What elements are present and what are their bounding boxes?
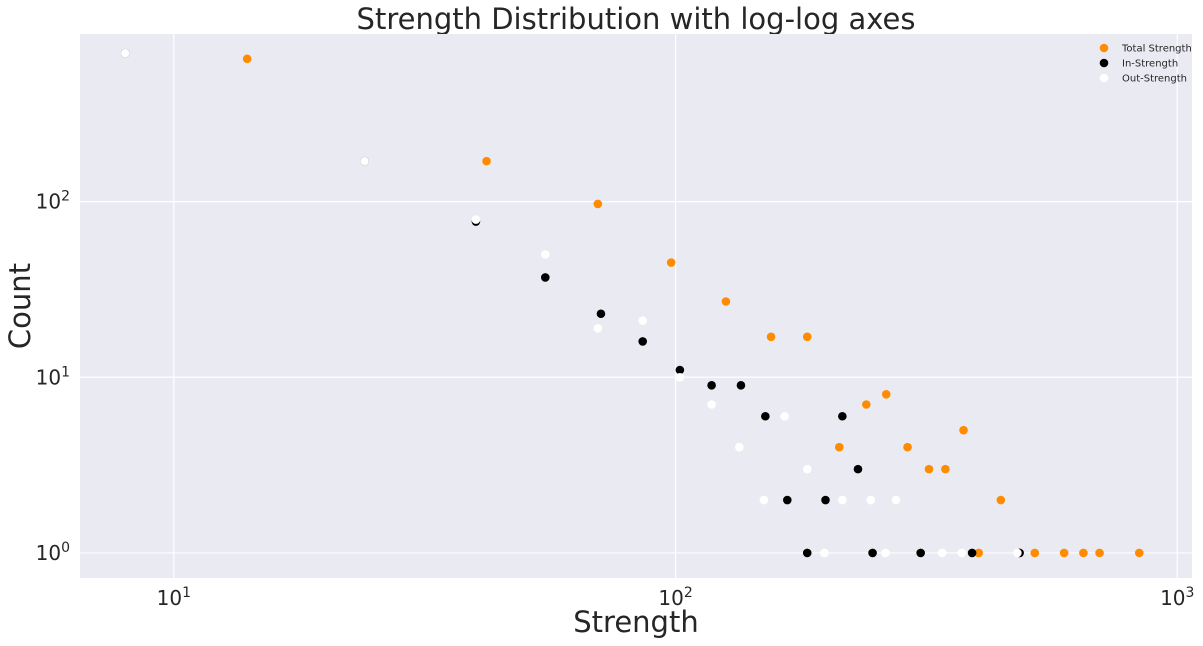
data-point-in-strength [853, 464, 863, 474]
data-point-in-strength [821, 495, 830, 505]
data-point-total-strength [593, 199, 603, 209]
data-point-out-strength [707, 400, 716, 409]
legend-marker-out-strength [1099, 73, 1109, 83]
data-point-out-strength [360, 156, 369, 166]
data-point-out-strength [780, 411, 789, 421]
data-point-total-strength [1134, 548, 1144, 558]
data-point-in-strength [707, 381, 716, 390]
legend-label-out-strength: Out-Strength [1122, 74, 1187, 85]
data-point-in-strength [675, 365, 685, 375]
data-point-out-strength [735, 442, 744, 452]
legend-marker-total-strength [1099, 43, 1109, 53]
data-point-total-strength [924, 464, 934, 474]
data-point-total-strength [1095, 548, 1104, 558]
data-point-in-strength [916, 548, 925, 558]
data-point-total-strength [666, 258, 676, 267]
data-point-in-strength [802, 548, 812, 558]
data-point-in-strength [868, 548, 877, 558]
data-point-out-strength [937, 548, 947, 558]
data-point-out-strength [866, 495, 876, 505]
data-point-total-strength [996, 495, 1006, 505]
data-point-total-strength [1079, 548, 1088, 558]
data-point-out-strength [759, 495, 769, 505]
x-tick-label: 103 [1160, 585, 1194, 610]
legend-label-total-strength: Total Strength [1121, 44, 1192, 55]
data-point-total-strength [974, 548, 983, 558]
data-point-total-strength [941, 464, 950, 474]
y-tick-label: 102 [36, 189, 70, 214]
data-point-total-strength [242, 54, 252, 64]
data-point-in-strength [967, 548, 977, 558]
data-point-in-strength [736, 381, 746, 390]
data-point-total-strength [721, 297, 731, 306]
data-point-out-strength [541, 250, 550, 259]
x-tick-label: 101 [157, 585, 191, 610]
data-point-total-strength [802, 332, 812, 342]
data-point-out-strength [593, 324, 603, 333]
x-tick-label: 102 [658, 585, 692, 610]
data-point-total-strength [1030, 548, 1040, 558]
data-point-out-strength [957, 548, 967, 558]
data-point-in-strength [761, 411, 770, 421]
data-point-total-strength [959, 425, 968, 435]
y-axis-label: Count [3, 262, 37, 350]
data-point-in-strength [638, 337, 647, 346]
data-point-total-strength [834, 442, 844, 452]
data-point-total-strength [903, 442, 912, 452]
data-point-out-strength [471, 215, 481, 224]
data-point-in-strength [541, 273, 550, 282]
data-point-total-strength [482, 156, 491, 166]
data-point-total-strength [1059, 548, 1069, 558]
data-point-in-strength [782, 495, 792, 505]
data-point-out-strength [891, 495, 901, 505]
x-axis-label: Strength [573, 605, 699, 639]
data-point-out-strength [881, 548, 890, 558]
y-tick-label: 101 [36, 364, 70, 389]
data-point-out-strength [1013, 548, 1022, 558]
legend-marker-in-strength [1099, 58, 1109, 68]
legend-label-in-strength: In-Strength [1122, 59, 1178, 70]
y-tick-label: 100 [36, 540, 70, 565]
chart-title: Strength Distribution with log-log axes [356, 2, 916, 36]
data-point-in-strength [596, 309, 606, 319]
data-point-out-strength [638, 316, 647, 325]
data-point-in-strength [838, 411, 847, 421]
data-point-total-strength [766, 332, 776, 342]
data-point-total-strength [881, 390, 891, 399]
data-point-out-strength [838, 495, 847, 505]
plot-background [80, 34, 1192, 578]
data-point-out-strength [675, 372, 685, 382]
data-point-total-strength [862, 400, 871, 409]
data-point-out-strength [802, 464, 812, 474]
data-point-out-strength [820, 548, 829, 558]
data-point-out-strength [120, 48, 130, 58]
